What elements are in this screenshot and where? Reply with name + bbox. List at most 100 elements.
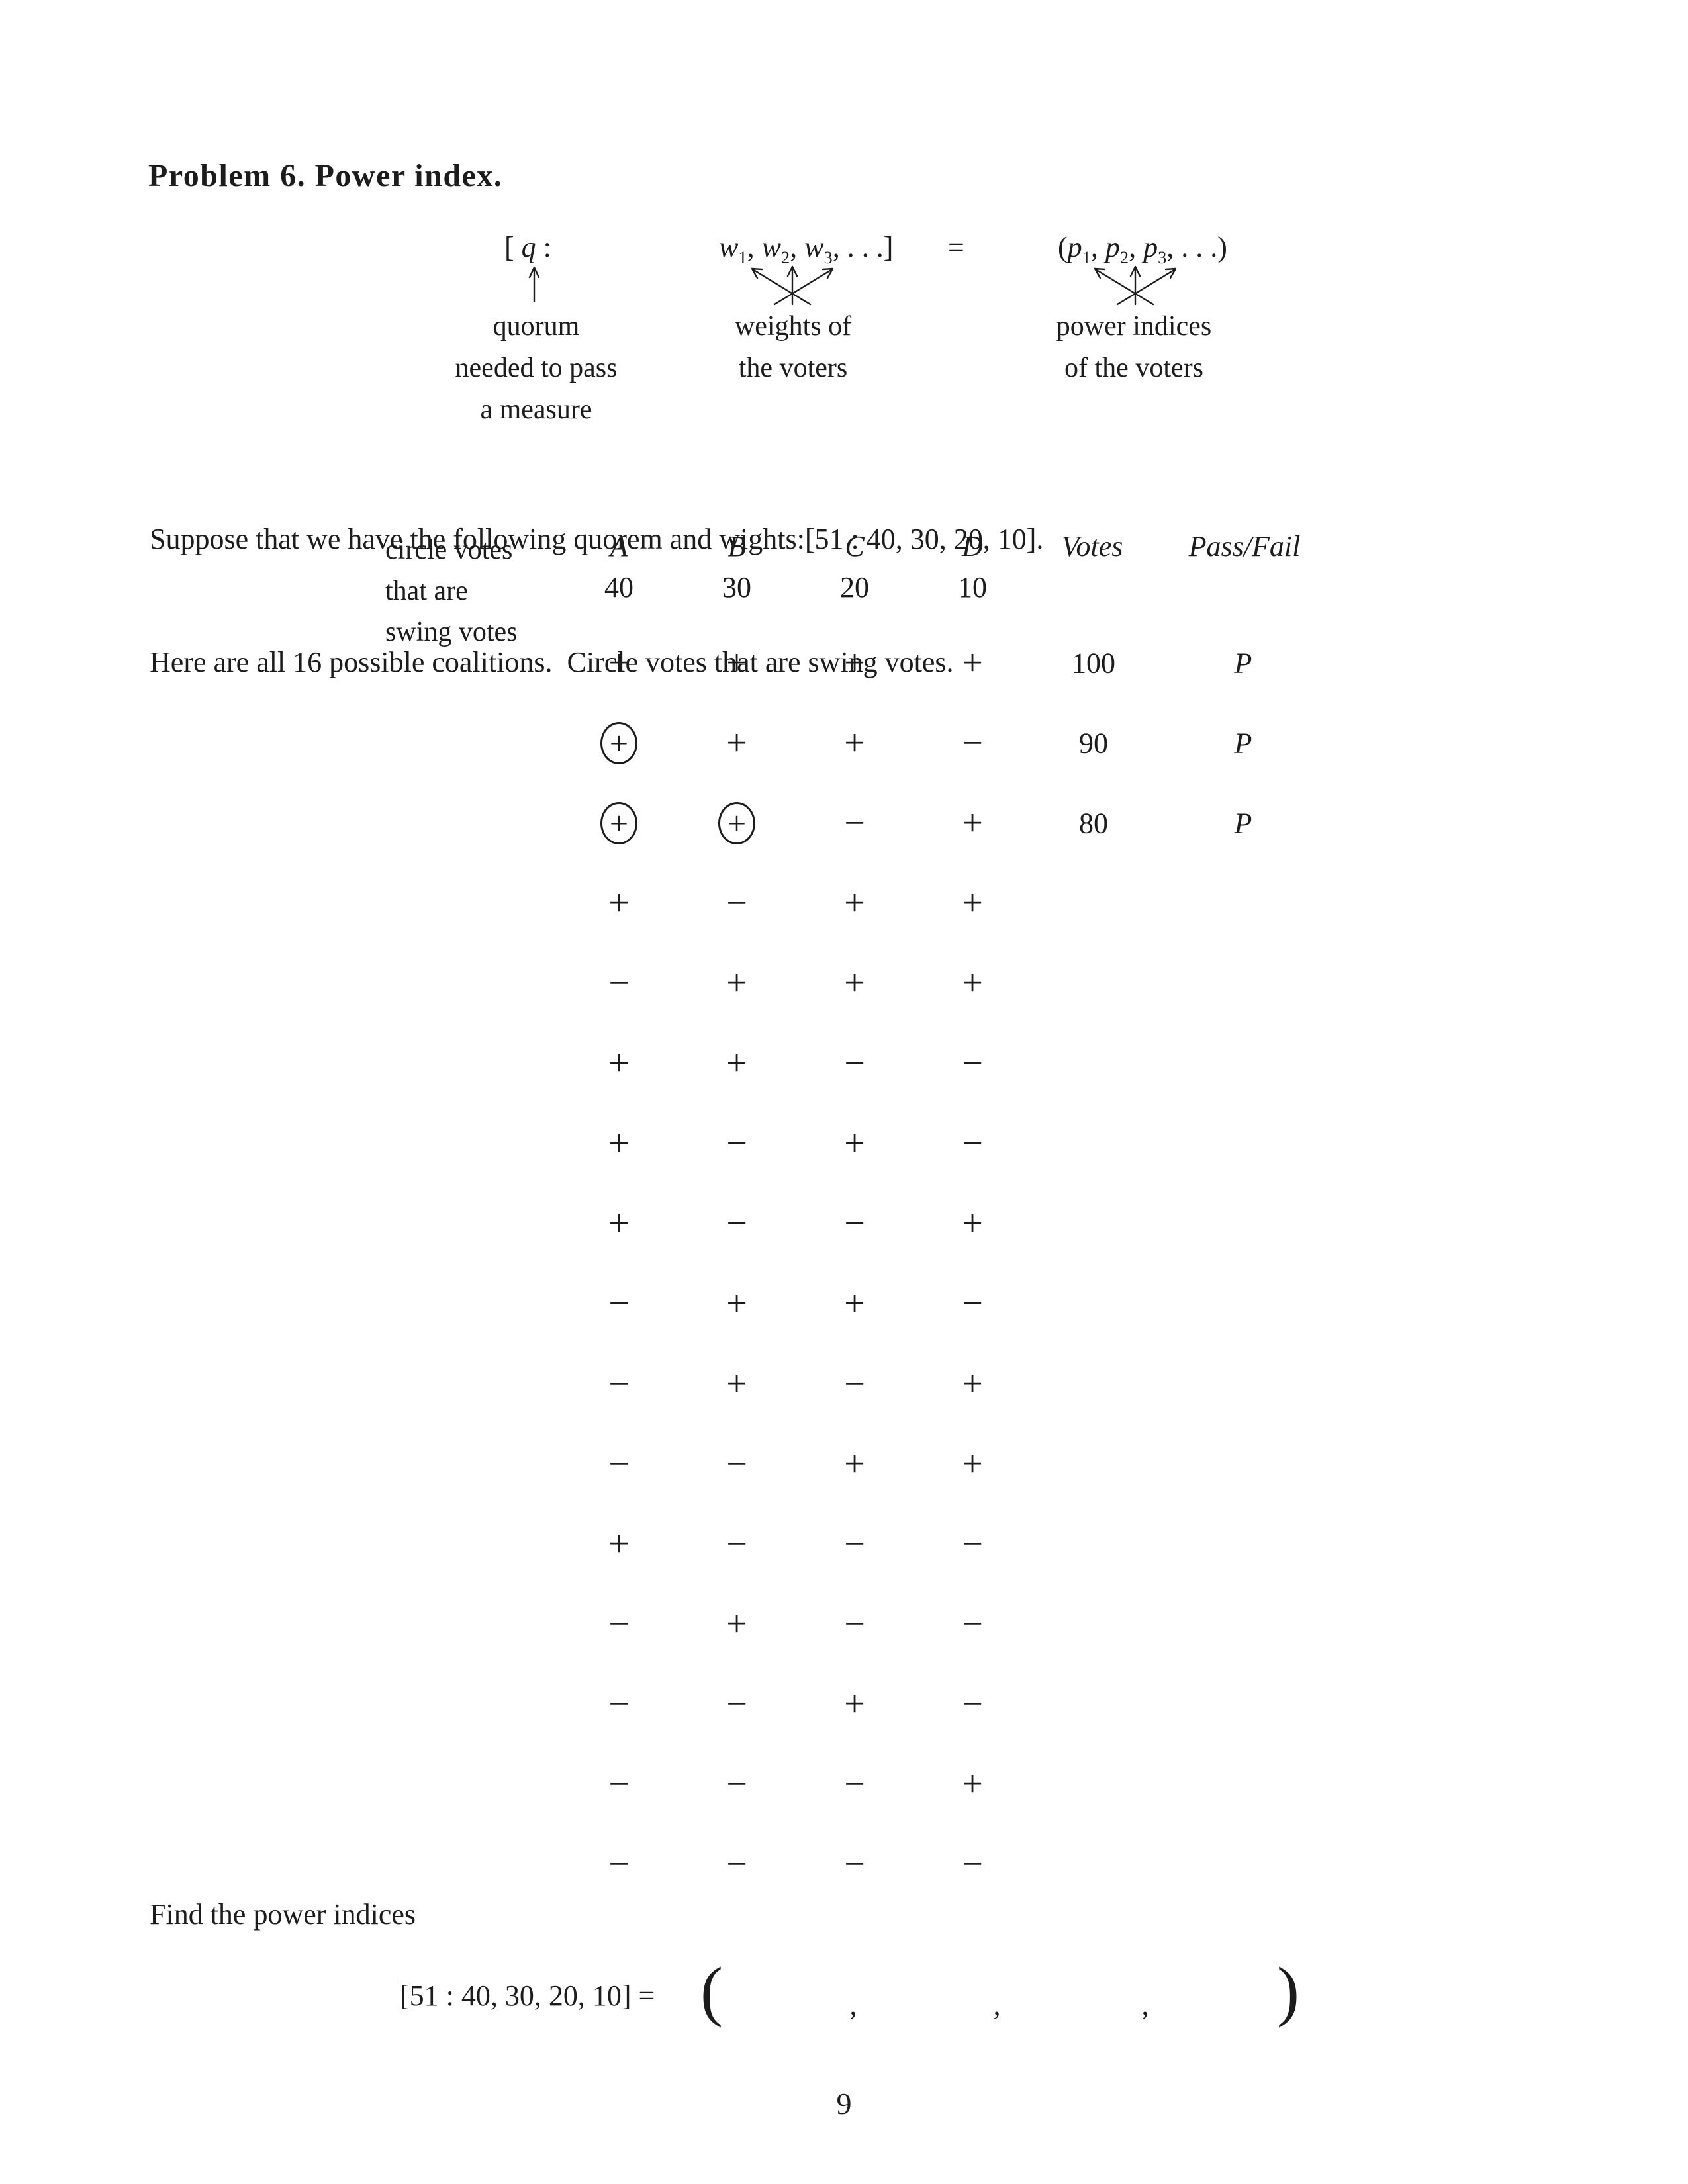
vote-sign: + <box>726 1043 747 1084</box>
vote-sign: − <box>962 1123 983 1164</box>
passfail-value: P <box>1234 647 1252 680</box>
vote-sign: + <box>962 1443 983 1484</box>
vote-sign: + <box>844 883 865 924</box>
quorum-variable: q <box>521 231 536 263</box>
vote-sign: − <box>962 1684 983 1725</box>
vote-sign: − <box>608 1443 630 1484</box>
vote-sign: − <box>844 803 865 844</box>
intro-line-2: Here are all 16 possible coalitions. Cir… <box>150 646 954 678</box>
vote-sign: + <box>609 805 629 842</box>
column-header-d: D <box>962 530 983 563</box>
passfail-column-header: Pass/Fail <box>1188 530 1301 563</box>
column-weight-c: 20 <box>840 571 869 604</box>
power-indices-label: power indices of the voters <box>1056 311 1212 383</box>
math-variable: w <box>761 231 781 263</box>
vote-sign: + <box>726 723 747 764</box>
answer-comma: , <box>1141 1989 1149 2021</box>
vote-sign: + <box>726 1283 747 1324</box>
vote-sign: − <box>962 1604 983 1645</box>
math-subscript: 2 <box>1119 247 1129 267</box>
vote-sign: + <box>608 1524 630 1565</box>
vote-sign: + <box>726 1604 747 1645</box>
intro-paragraph: Suppose that we have the following quore… <box>150 437 1043 724</box>
answer-open-paren: ( <box>700 1954 723 2028</box>
column-weight-b: 30 <box>722 571 751 604</box>
vote-sign: + <box>962 643 983 684</box>
colon: : <box>536 231 551 263</box>
open-paren: ( <box>1058 231 1068 263</box>
vote-sign: + <box>726 1363 747 1404</box>
votes-value: 100 <box>1072 647 1115 680</box>
vote-sign: − <box>726 1684 747 1725</box>
vote-sign: − <box>844 1524 865 1565</box>
find-instruction: Find the power indices <box>150 1898 416 1931</box>
intro-line-1: Suppose that we have the following quore… <box>150 523 1044 555</box>
answer-comma: , <box>849 1989 857 2021</box>
vote-sign: + <box>844 1443 865 1484</box>
vote-sign: − <box>726 1123 747 1164</box>
fan-arrows-icon <box>751 265 834 306</box>
column-header-c: C <box>845 530 865 563</box>
vote-sign: + <box>962 1764 983 1805</box>
math-variable: p <box>1105 231 1120 263</box>
vote-sign: − <box>962 1283 983 1324</box>
vote-sign: + <box>962 963 983 1004</box>
column-weight-d: 10 <box>958 571 987 604</box>
vote-sign: − <box>844 1363 865 1404</box>
equals-sign: = <box>948 231 964 263</box>
swing-vote-circle: + <box>600 722 637 764</box>
swing-vote-circle: + <box>718 802 755 844</box>
vote-sign: − <box>844 1203 865 1244</box>
vote-sign: + <box>608 883 630 924</box>
math-subscript: 1 <box>1082 247 1091 267</box>
math-variable: p <box>1067 231 1082 263</box>
math-subscript: 3 <box>823 247 833 267</box>
vote-sign: − <box>844 1844 865 1885</box>
column-weight-a: 40 <box>604 571 633 604</box>
swing-note: circle votes that are swing votes <box>385 535 518 647</box>
problem-title: Problem 6. Power index. <box>148 158 503 193</box>
vote-sign: − <box>608 1363 630 1404</box>
vote-sign: + <box>726 643 747 684</box>
vote-sign: + <box>608 643 630 684</box>
vote-sign: − <box>608 1684 630 1725</box>
vote-sign: − <box>844 1604 865 1645</box>
votes-value: 80 <box>1079 807 1108 840</box>
vote-sign: − <box>608 1283 630 1324</box>
quorum-term: [ q : <box>504 230 551 264</box>
vote-sign: − <box>608 1844 630 1885</box>
vote-sign: + <box>844 1684 865 1725</box>
vote-sign: + <box>726 963 747 1004</box>
vote-sign: + <box>727 805 747 842</box>
vote-sign: − <box>608 963 630 1004</box>
vote-sign: + <box>844 643 865 684</box>
vote-sign: − <box>726 1524 747 1565</box>
page-number: 9 <box>836 2087 852 2120</box>
passfail-value: P <box>1234 807 1252 840</box>
open-bracket: [ <box>504 231 522 263</box>
vote-sign: + <box>962 1203 983 1244</box>
vote-sign: − <box>962 1524 983 1565</box>
vote-sign: + <box>608 1203 630 1244</box>
vote-sign: − <box>962 723 983 764</box>
answer-equation-lhs: [51 : 40, 30, 20, 10] = <box>400 1979 655 2012</box>
passfail-value: P <box>1234 727 1252 760</box>
column-header-a: A <box>610 530 628 563</box>
weights-label: weights of the voters <box>734 311 852 383</box>
vote-sign: + <box>608 1043 630 1084</box>
weights-term: w1, w2, w3, . . .] <box>719 231 894 267</box>
math-subscript: 3 <box>1158 247 1167 267</box>
vote-sign: − <box>608 1764 630 1805</box>
answer-close-paren: ) <box>1277 1954 1299 2028</box>
math-subscript: 2 <box>780 247 790 267</box>
up-arrow-icon <box>528 266 540 303</box>
vote-sign: + <box>844 1123 865 1164</box>
math-variable: w <box>804 231 824 263</box>
math-variable: w <box>719 231 739 263</box>
vote-sign: − <box>726 1844 747 1885</box>
vote-sign: − <box>726 883 747 924</box>
vote-sign: + <box>609 725 629 762</box>
quorum-label: quorum needed to pass a measure <box>455 311 618 425</box>
column-header-b: B <box>727 530 746 563</box>
vote-sign: − <box>726 1203 747 1244</box>
